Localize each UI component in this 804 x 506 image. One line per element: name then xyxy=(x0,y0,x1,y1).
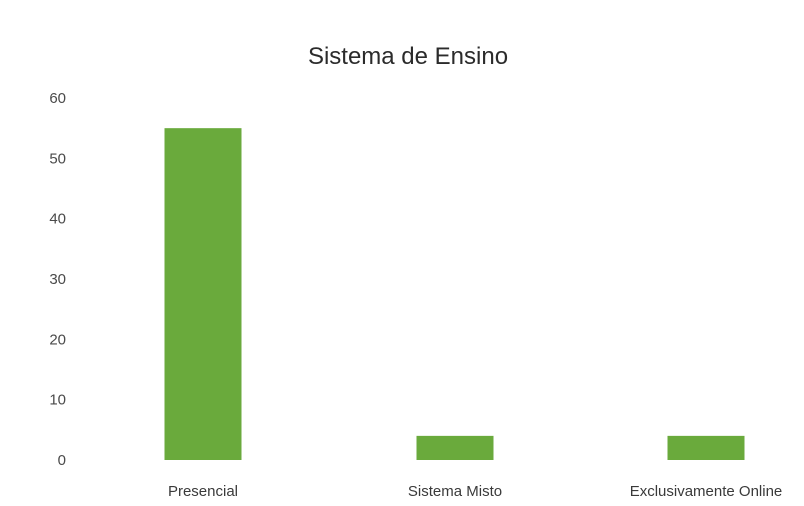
y-tick-label: 40 xyxy=(49,211,66,228)
bar-exclusivamente-online xyxy=(667,435,745,460)
y-tick-label: 0 xyxy=(58,452,66,469)
y-tick-label: 20 xyxy=(49,331,66,348)
y-tick-label: 30 xyxy=(49,271,66,288)
x-tick-label: Exclusivamente Online xyxy=(630,483,783,500)
y-tick-label: 10 xyxy=(49,392,66,409)
chart-title: Sistema de Ensino xyxy=(308,43,508,70)
bars xyxy=(164,128,745,460)
x-axis: Presencial Sistema Misto Exclusivamente On… xyxy=(168,483,782,500)
y-tick-label: 60 xyxy=(49,90,66,107)
x-tick-label: Sistema Misto xyxy=(408,483,502,500)
y-tick-label: 50 xyxy=(49,150,66,167)
bar-presencial xyxy=(164,128,242,460)
y-axis: 0 10 20 30 40 50 60 xyxy=(49,90,66,469)
x-tick-label: Presencial xyxy=(168,483,238,500)
bar-sistema-misto xyxy=(416,435,494,460)
